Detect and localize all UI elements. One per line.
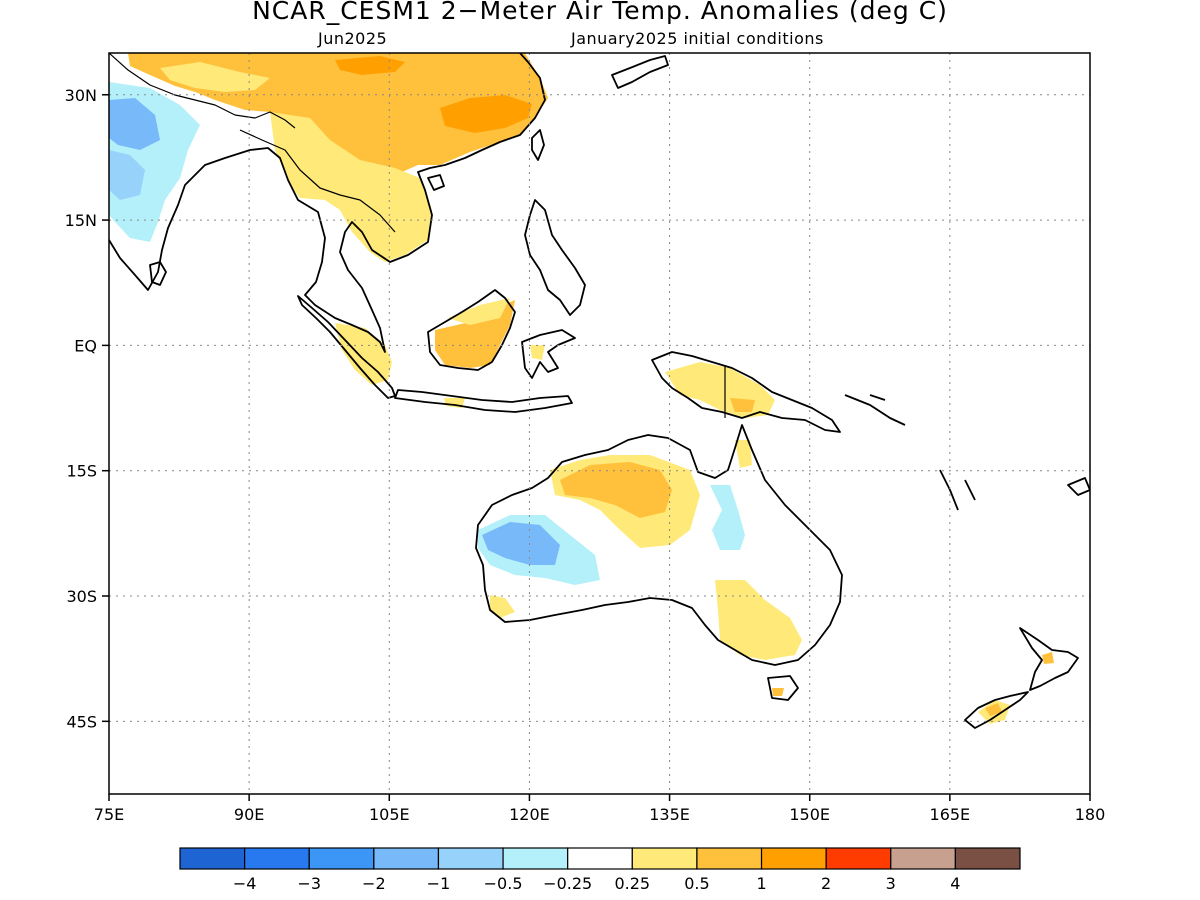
- colorbar-swatch: [373, 847, 440, 870]
- colorbar-label: −4: [233, 874, 257, 893]
- lon-tick-label: 165E: [930, 805, 971, 824]
- indochina-warm-region: [270, 112, 432, 262]
- cape-york-warm: [735, 440, 752, 468]
- hainan-coastline: [427, 174, 445, 191]
- sulawesi-coastline: [521, 329, 576, 379]
- asia-coastline: [109, 53, 546, 353]
- lon-tick-label: 120E: [509, 805, 550, 824]
- lon-tick-label: 90E: [234, 805, 264, 824]
- colorbar-swatch: [308, 847, 375, 870]
- colorbar: −4 −3 −2 −1 −0.5 −0.25 0.25 0.5 1 2 3 4: [179, 847, 1021, 893]
- coastlines: [109, 53, 1090, 729]
- nz-north-coastline: [1019, 627, 1079, 691]
- lon-tick-label: 180: [1075, 805, 1106, 824]
- nz-south-warmer: [985, 703, 1002, 716]
- ceylon-coastline: [149, 261, 167, 286]
- forecast-month: Jun2025: [318, 29, 388, 48]
- map-title: NCAR_CESM1 2−Meter Air Temp. Anomalies (…: [252, 0, 948, 25]
- colorbar-swatch: [825, 847, 892, 870]
- colorbar-swatch: [244, 847, 310, 870]
- vanuatu-islands: [939, 469, 976, 511]
- new-guinea-warm-core: [730, 398, 755, 412]
- colorbar-swatch: [890, 847, 956, 870]
- lat-tick-label: 30S: [66, 587, 97, 606]
- colorbar-swatch: [179, 847, 246, 870]
- colorbar-label: −3: [297, 874, 321, 893]
- india-cooler-core: [109, 98, 160, 150]
- plot-frame: [108, 52, 1091, 795]
- colorbar-swatch: [696, 847, 763, 870]
- himalaya-mild-warm: [160, 62, 270, 92]
- axis-ticks: 30N 15N EQ 15S 30S 45S 75E 90E 105E 120E 135E 150E 1…: [65, 86, 1106, 824]
- nz-south-coastline: [964, 691, 1029, 729]
- colorbar-label: 2: [821, 874, 831, 893]
- australia-coastline: [475, 424, 843, 666]
- colorbar-label: −1: [427, 874, 451, 893]
- australia-central-cool: [710, 485, 745, 550]
- tasmania-warm-spot: [772, 688, 784, 696]
- australia-southwest-warm: [490, 595, 515, 618]
- lat-tick-label: EQ: [74, 336, 97, 355]
- fiji-islands: [1067, 477, 1090, 496]
- initial-conditions: January2025 initial conditions: [571, 29, 824, 48]
- colorbar-label: −2: [362, 874, 386, 893]
- australia-southeast-warm: [715, 580, 802, 660]
- india-inner-border: [109, 53, 296, 129]
- colorbar-label: 4: [950, 874, 960, 893]
- myanmar-border: [239, 129, 396, 233]
- colorbar-swatch: [760, 847, 827, 870]
- borneo-mild-region: [448, 298, 510, 325]
- lat-tick-label: 15N: [65, 211, 97, 230]
- lat-tick-label: 45S: [66, 712, 97, 731]
- colorbar-label: 0.5: [684, 874, 709, 893]
- colorbar-label: 1: [756, 874, 766, 893]
- lon-tick-label: 75E: [94, 805, 124, 824]
- java-coastline: [394, 389, 573, 413]
- sulawesi-warm-spot: [530, 345, 545, 360]
- lon-tick-label: 150E: [789, 805, 830, 824]
- sumatra-warm-region: [335, 323, 392, 385]
- colorbar-swatch: [502, 847, 569, 870]
- nz-north-warm: [1042, 652, 1054, 664]
- anomaly-shading: [109, 53, 1054, 724]
- colorbar-swatch: [437, 847, 504, 870]
- lat-tick-label: 15S: [66, 462, 97, 481]
- colorbar-label: −0.5: [484, 874, 523, 893]
- india-cold-spot: [109, 150, 145, 200]
- colorbar-label: 0.25: [614, 874, 650, 893]
- philippines-coastline: [524, 199, 586, 316]
- new-guinea-coastline: [651, 351, 841, 433]
- tibet-strong-warm: [335, 56, 405, 75]
- australia-west-cooler: [482, 522, 560, 565]
- asia-stronger-warm: [440, 95, 532, 133]
- taiwan-coastline: [531, 129, 545, 161]
- colorbar-label: −0.25: [543, 874, 592, 893]
- japan-coastline: [611, 55, 669, 89]
- tasmania-coastline: [767, 675, 799, 701]
- lon-tick-label: 135E: [649, 805, 690, 824]
- colorbar-swatch: [954, 847, 1021, 870]
- borneo-coastline: [427, 289, 516, 371]
- australia-north-warmer: [560, 462, 672, 518]
- colorbar-swatch: [567, 847, 633, 870]
- new-guinea-warm-region: [665, 362, 775, 418]
- solomon-islands: [844, 394, 906, 426]
- lat-tick-label: 30N: [65, 86, 97, 105]
- sumatra-coastline: [297, 295, 396, 399]
- colorbar-swatch: [631, 847, 698, 870]
- colorbar-label: 3: [886, 874, 896, 893]
- lon-tick-label: 105E: [369, 805, 410, 824]
- grid-lines: [109, 53, 1090, 794]
